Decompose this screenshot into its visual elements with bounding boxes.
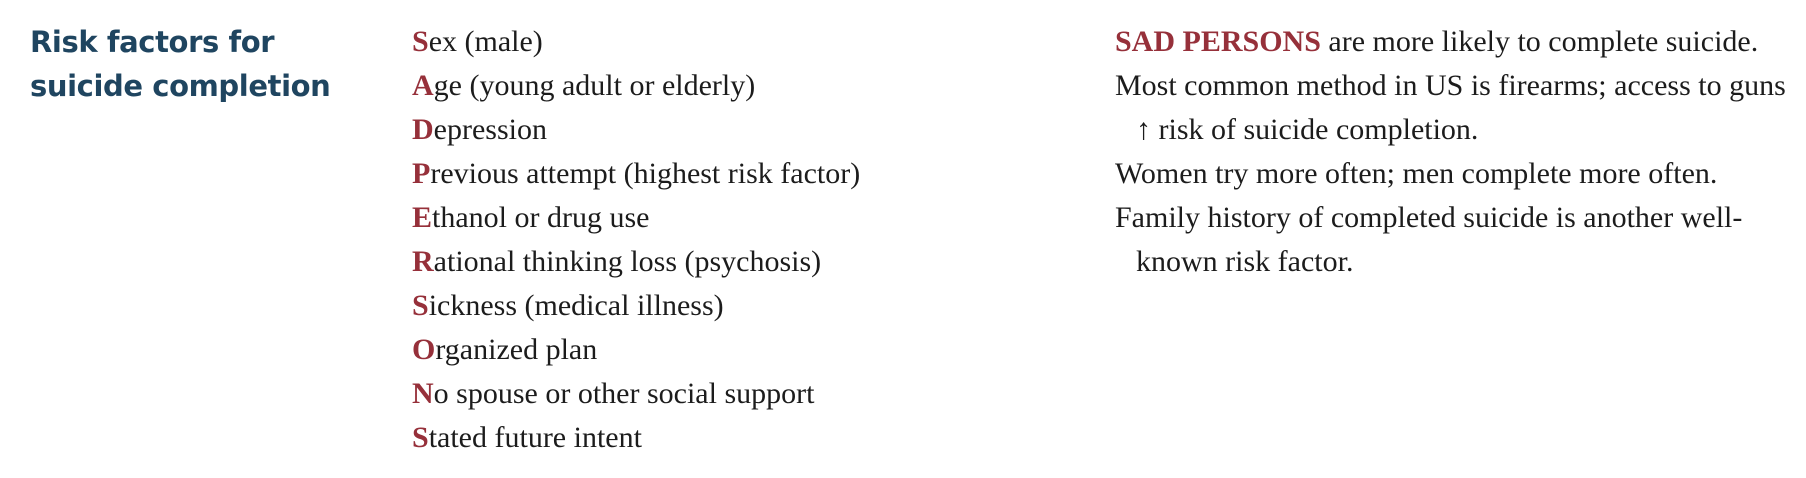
mnemonic-item-depression: Depression bbox=[412, 108, 860, 152]
mnemonic-item-rational-thinking: Rational thinking loss (psychosis) bbox=[412, 240, 860, 284]
mnemonic-text: revious attempt (highest risk factor) bbox=[430, 157, 861, 190]
mnemonic-text: tated future intent bbox=[428, 421, 642, 454]
mnemonic-item-ethanol: Ethanol or drug use bbox=[412, 196, 860, 240]
mnemonic-letter: N bbox=[412, 377, 434, 410]
mnemonic-item-no-spouse: No spouse or other social support bbox=[412, 372, 860, 416]
note-sad-persons: SAD PERSONS are more likely to complete … bbox=[1115, 20, 1805, 64]
mnemonic-item-stated-intent: Stated future intent bbox=[412, 416, 860, 460]
sad-persons-mnemonic-list: Sex (male) Age (young adult or elderly) … bbox=[412, 20, 860, 460]
mnemonic-text: ickness (medical illness) bbox=[428, 289, 724, 322]
mnemonic-letter: S bbox=[412, 25, 429, 58]
mnemonic-item-organized-plan: Organized plan bbox=[412, 328, 860, 372]
mnemonic-letter: E bbox=[412, 201, 433, 234]
mnemonic-letter: S bbox=[412, 289, 429, 322]
mnemonic-letter: P bbox=[412, 157, 431, 190]
mnemonic-letter: S bbox=[412, 421, 429, 454]
mnemonic-text: thanol or drug use bbox=[432, 201, 650, 234]
mnemonic-item-sickness: Sickness (medical illness) bbox=[412, 284, 860, 328]
mnemonic-letter: A bbox=[412, 69, 434, 102]
mnemonic-text: o spouse or other social support bbox=[433, 377, 815, 410]
mnemonic-text: ational thinking loss (psychosis) bbox=[433, 245, 822, 278]
mnemonic-item-previous-attempt: Previous attempt (highest risk factor) bbox=[412, 152, 860, 196]
note-family-history: Family history of completed suicide is a… bbox=[1115, 201, 1743, 278]
note-text: are more likely to complete suicide. bbox=[1320, 25, 1759, 58]
mnemonic-text: ex (male) bbox=[428, 25, 543, 58]
section-title: Risk factors for suicide completion bbox=[30, 25, 331, 103]
mnemonic-text: ge (young adult or elderly) bbox=[433, 69, 756, 102]
mnemonic-text: rganized plan bbox=[435, 333, 598, 366]
mnemonic-letter: O bbox=[412, 333, 436, 366]
notes-column: SAD PERSONS are more likely to complete … bbox=[1115, 20, 1805, 284]
mnemonic-letter: R bbox=[412, 245, 434, 278]
mnemonic-text: epression bbox=[433, 113, 547, 146]
note-accent-term: SAD PERSONS bbox=[1115, 25, 1321, 58]
note-firearms: Most common method in US is firearms; ac… bbox=[1115, 69, 1786, 146]
note-gender-difference: Women try more often; men complete more … bbox=[1115, 157, 1718, 190]
mnemonic-item-sex: Sex (male) bbox=[412, 20, 860, 64]
mnemonic-item-age: Age (young adult or elderly) bbox=[412, 64, 860, 108]
mnemonic-letter: D bbox=[412, 113, 434, 146]
